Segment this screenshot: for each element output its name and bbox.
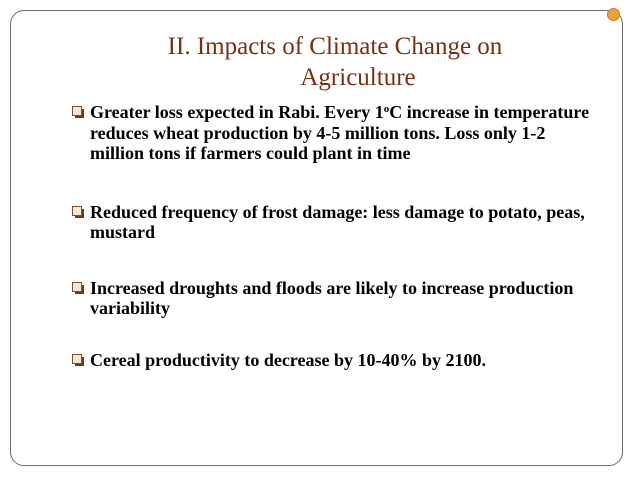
bullet-text-cont: C increase in temperature reduces wheat … (90, 102, 590, 163)
bullet-text: Greater loss expected in Rabi. Every 1 (90, 102, 384, 122)
slide-frame (10, 10, 623, 466)
bullet-list: Greater loss expected in Rabi. Every 1oC… (71, 102, 601, 370)
bullet-text: Cereal productivity to decrease by 10-40… (90, 349, 486, 370)
bullet-text: Reduced frequency of frost damage: less … (90, 201, 585, 243)
slide-title-line2: Agriculture (300, 64, 416, 91)
bullet-item: Increased droughts and floods are likely… (71, 278, 601, 319)
bullet-text: Increased droughts and floods are likely… (90, 277, 574, 319)
corner-dot-icon (607, 8, 620, 21)
square-bullet-icon (72, 281, 84, 294)
slide-title-line1: II. Impacts of Climate Change on (167, 33, 503, 60)
bullet-item: Cereal productivity to decrease by 10-40… (71, 350, 601, 371)
bullet-item: Greater loss expected in Rabi. Every 1oC… (71, 102, 601, 164)
square-bullet-icon (72, 205, 84, 218)
slide-title: II. Impacts of Climate Change on Agricul… (100, 31, 570, 93)
bullet-item: Reduced frequency of frost damage: less … (71, 202, 601, 243)
square-bullet-icon (72, 106, 84, 118)
square-bullet-icon (72, 353, 84, 366)
degree-superscript: o (383, 103, 390, 115)
